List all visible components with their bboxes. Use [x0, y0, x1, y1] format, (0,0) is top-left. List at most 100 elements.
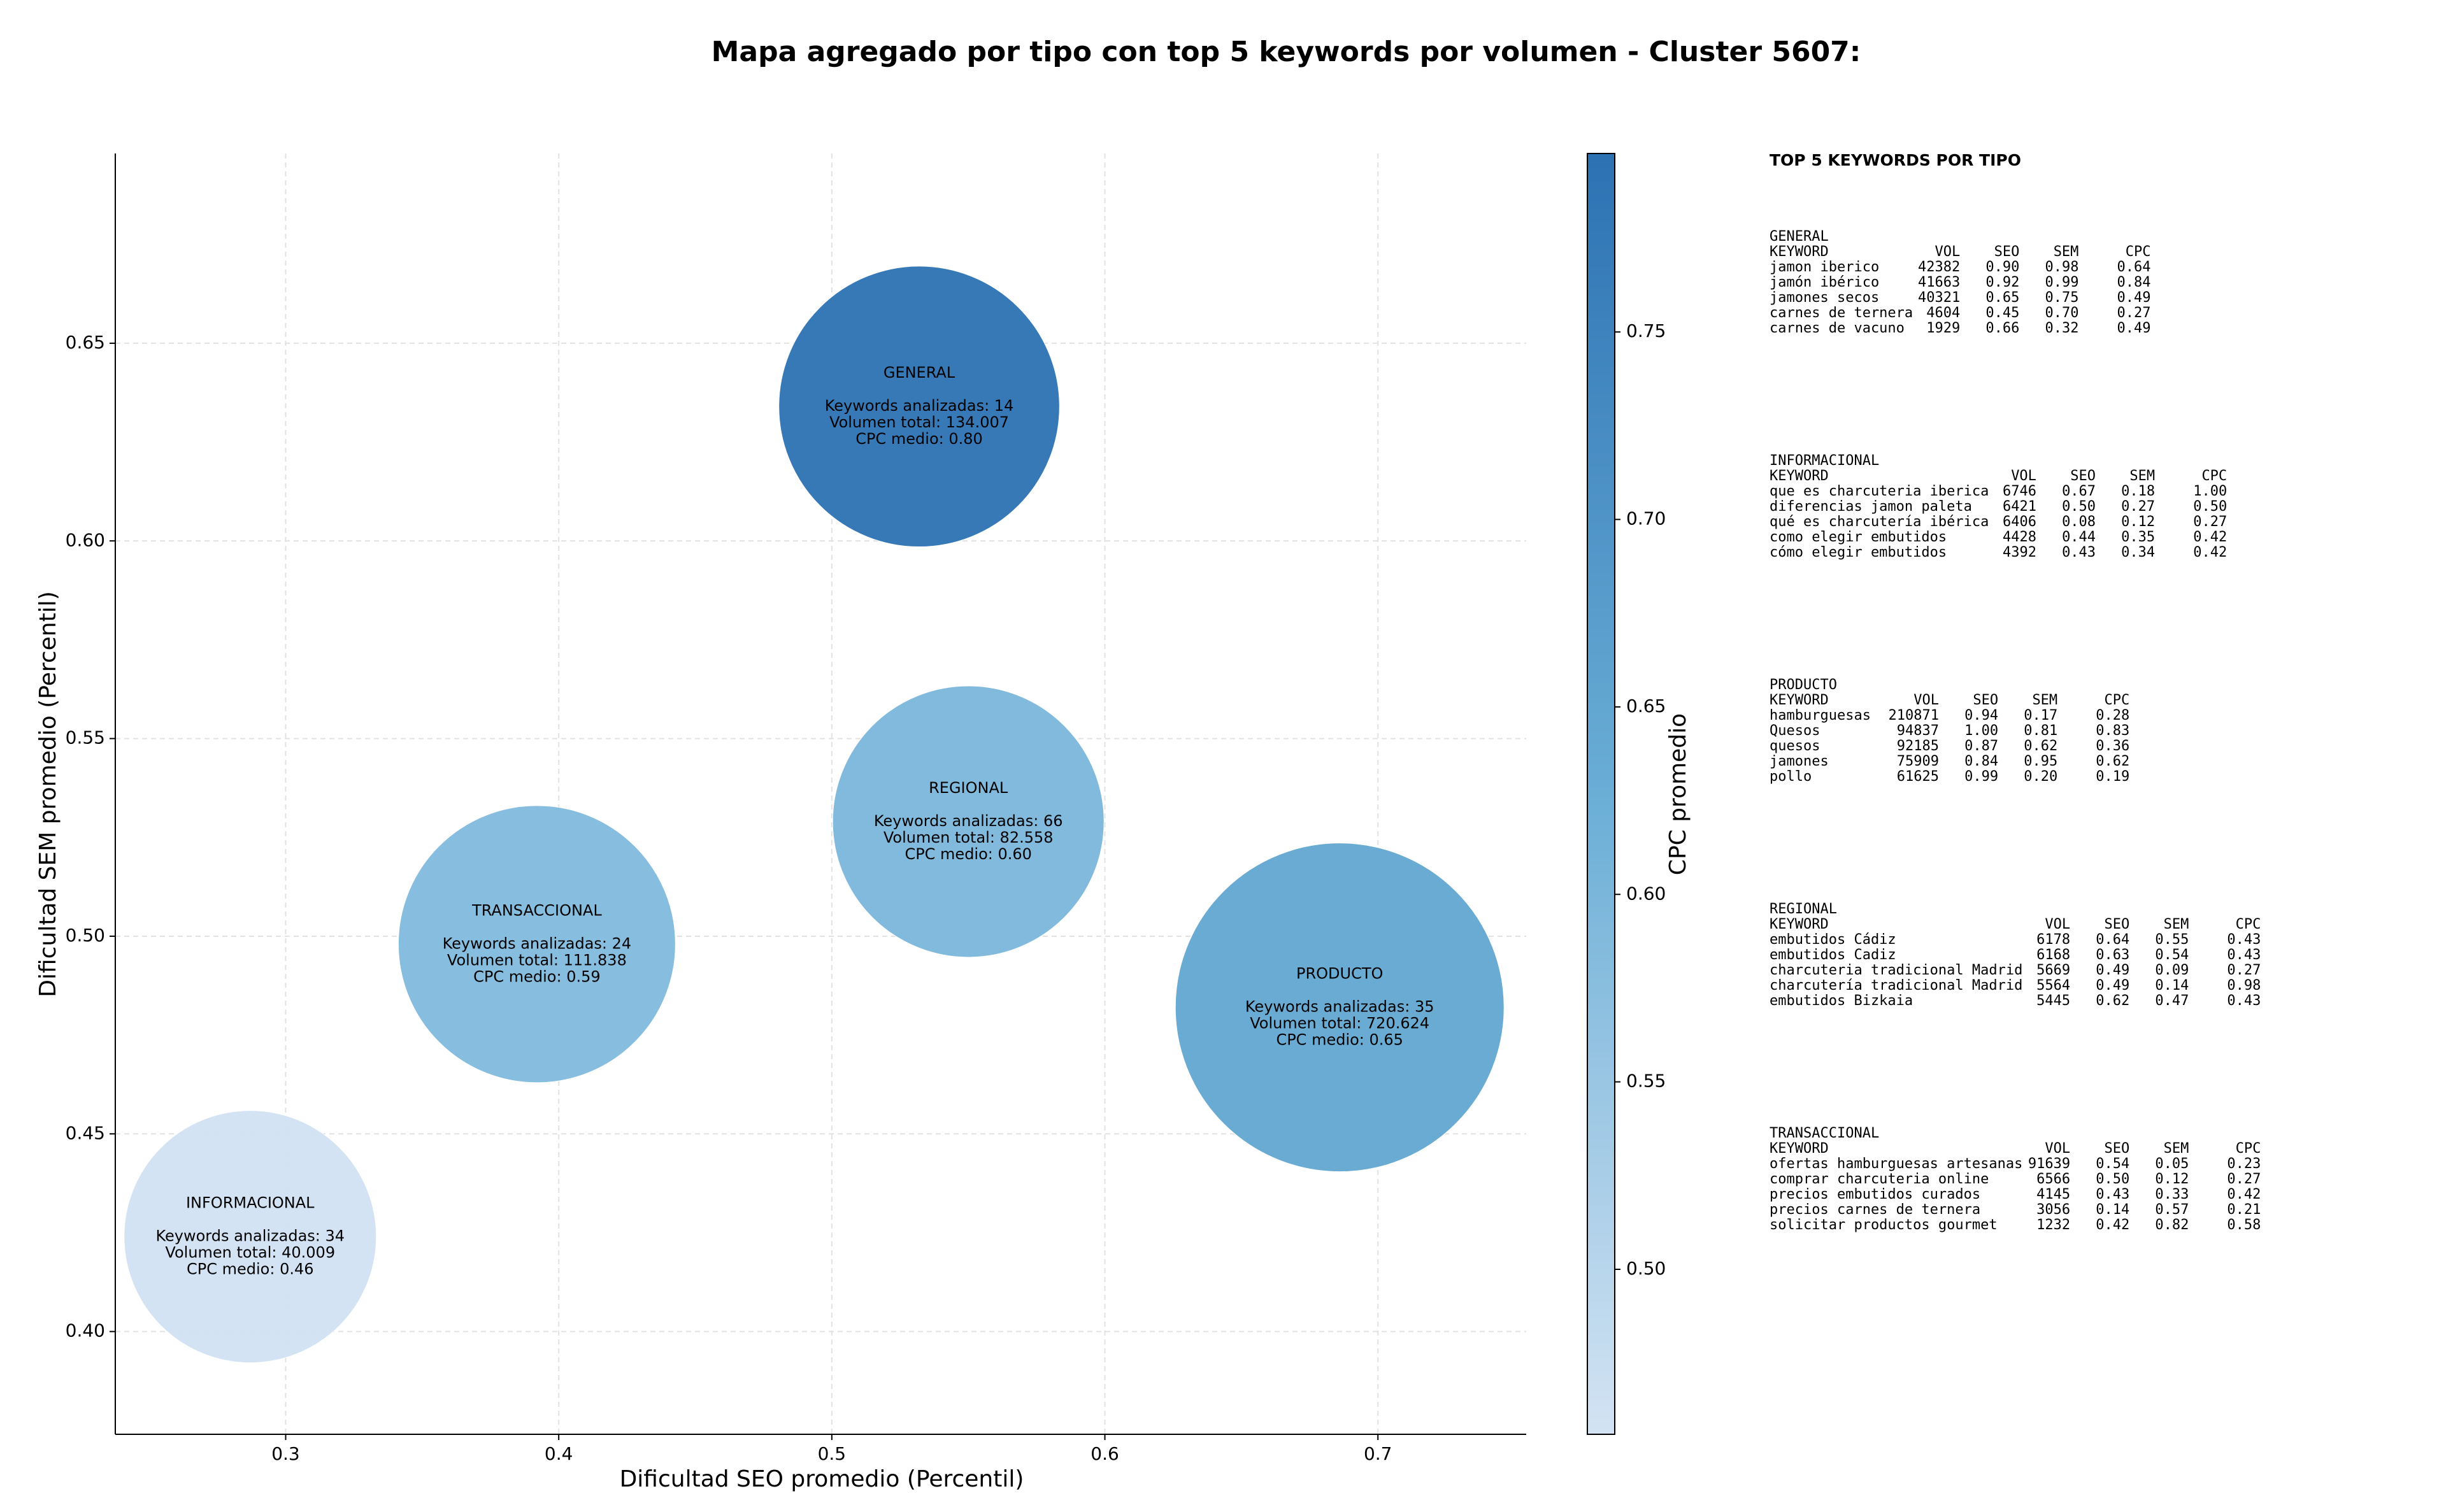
table-cell: 0.28 — [2096, 708, 2129, 724]
keyword: KEYWORD — [1770, 1141, 1829, 1157]
bubble-annotation: CPC medio: 0.46 — [187, 1260, 314, 1278]
bubble-annotation: Volumen total: 720.624 — [1250, 1015, 1429, 1032]
keyword: precios carnes de ternera — [1770, 1202, 1980, 1218]
table-cell: CPC — [2236, 1141, 2261, 1157]
table-cell: 0.57 — [2155, 1202, 2189, 1218]
table-cell: 0.50 — [2062, 499, 2096, 515]
bubble-annotation: Keywords analizadas: 14 — [825, 397, 1014, 415]
colorbar-label: CPC promedio — [1665, 713, 1691, 875]
x-tick-label: 0.4 — [545, 1443, 573, 1464]
table-cell: 0.75 — [2045, 290, 2078, 306]
table-cell: 6406 — [2003, 514, 2036, 530]
keyword: jamon iberico — [1770, 259, 1879, 275]
table-cell: VOL — [2045, 916, 2070, 932]
table-cell: SEO — [1973, 692, 1998, 708]
table-cell: 5564 — [2036, 978, 2070, 994]
bubble-annotation: Volumen total: 134.007 — [829, 413, 1009, 431]
bubble-annotation: Keywords analizadas: 24 — [443, 934, 632, 952]
bubble-annotation: CPC medio: 0.65 — [1276, 1031, 1403, 1049]
table-cell: 0.94 — [1964, 708, 1998, 724]
table-cell: 0.08 — [2062, 514, 2096, 530]
table-cell: 0.90 — [1985, 259, 2019, 275]
table-cell: 0.95 — [2024, 753, 2057, 769]
y-axis-label: Dificultad SEM promedio (Percentil) — [35, 591, 61, 997]
bubble-annotation: Keywords analizadas: 66 — [874, 812, 1063, 830]
chart-title: Mapa agregado por tipo con top 5 keyword… — [712, 36, 1861, 68]
table-cell: 0.63 — [2096, 947, 2129, 963]
bubble-label: TRANSACCIONAL — [471, 901, 602, 919]
table-cell: SEM — [2164, 916, 2189, 932]
keyword: cómo elegir embutidos — [1770, 545, 1947, 560]
table-cell: 0.99 — [1964, 769, 1998, 785]
table-cell: 0.62 — [2024, 738, 2057, 754]
table-cell: 0.42 — [2193, 545, 2227, 560]
bubble-label: PRODUCTO — [1296, 965, 1383, 983]
table-cell: 0.19 — [2096, 769, 2129, 785]
table-cell: 6168 — [2036, 947, 2070, 963]
table-cell: 0.27 — [2193, 514, 2227, 530]
keyword: precios embutidos curados — [1770, 1187, 1980, 1202]
colorbar-tick-label: 0.60 — [1626, 883, 1666, 904]
table-cell: 0.42 — [2227, 1187, 2261, 1202]
table-cell: 0.62 — [2096, 993, 2129, 1009]
keyword: comprar charcuteria online — [1770, 1171, 1989, 1187]
table-cell: 0.34 — [2121, 545, 2155, 560]
table-cell: 0.09 — [2155, 962, 2189, 978]
bubble-label: REGIONAL — [929, 779, 1008, 797]
keyword: pollo — [1770, 769, 1812, 785]
table-cell: SEO — [1994, 244, 2020, 260]
table-cell: 42382 — [1918, 259, 1960, 275]
colorbar-tick-label: 0.65 — [1626, 695, 1666, 717]
table-cell: 92185 — [1897, 738, 1939, 754]
table-cell: 0.54 — [2096, 1156, 2129, 1172]
keyword: KEYWORD — [1770, 916, 1829, 932]
table-cell: 0.50 — [2193, 499, 2227, 515]
keyword: carnes de ternera — [1770, 305, 1913, 321]
table-cell: SEM — [2054, 244, 2079, 260]
y-tick-label: 0.45 — [66, 1122, 105, 1143]
group-name: REGIONAL — [1770, 901, 1837, 917]
keyword: jamones — [1770, 753, 1829, 769]
table-cell: 0.58 — [2227, 1217, 2261, 1233]
table-cell: 1.00 — [1964, 723, 1998, 739]
table-cell: SEO — [2105, 1141, 2130, 1157]
table-cell: 0.12 — [2121, 514, 2155, 530]
table-cell: 210871 — [1889, 708, 1939, 724]
colorbar — [1587, 153, 1615, 1435]
keyword: embutidos Cadiz — [1770, 947, 1896, 963]
table-cell: 61625 — [1897, 769, 1939, 785]
table-cell: 0.18 — [2121, 483, 2155, 499]
keyword: hamburguesas — [1770, 708, 1871, 724]
table-cell: 0.43 — [2227, 947, 2261, 963]
group-name: INFORMACIONAL — [1770, 453, 1879, 469]
keyword: quesos — [1770, 738, 1820, 754]
table-cell: 0.42 — [2193, 529, 2227, 545]
colorbar-tick-label: 0.55 — [1626, 1071, 1666, 1092]
keyword: KEYWORD — [1770, 244, 1829, 260]
table-cell: SEM — [2164, 1141, 2189, 1157]
table-cell: 0.66 — [1985, 320, 2019, 336]
table-cell: 1929 — [1926, 320, 1960, 336]
table-cell: 0.50 — [2096, 1171, 2129, 1187]
bubble-annotation: Keywords analizadas: 34 — [155, 1227, 345, 1245]
table-cell: 0.64 — [2117, 259, 2151, 275]
table-cell: 0.49 — [2117, 290, 2151, 306]
table-cell: 5669 — [2036, 962, 2070, 978]
table-cell: 0.98 — [2045, 259, 2078, 275]
table-cell: 5445 — [2036, 993, 2070, 1009]
table-cell: 0.44 — [2062, 529, 2096, 545]
table-cell: 0.27 — [2227, 1171, 2261, 1187]
table-cell: 3056 — [2036, 1202, 2070, 1218]
keyword: KEYWORD — [1770, 468, 1829, 484]
table-cell: 0.92 — [1985, 275, 2019, 290]
table-cell: 0.27 — [2117, 305, 2151, 321]
table-cell: 0.65 — [1985, 290, 2019, 306]
bubble — [397, 805, 676, 1083]
table-cell: 0.42 — [2096, 1217, 2129, 1233]
table-cell: 0.43 — [2062, 545, 2096, 560]
bubble-label: GENERAL — [883, 364, 955, 382]
y-tick-label: 0.65 — [66, 332, 105, 353]
keyword: KEYWORD — [1770, 692, 1829, 708]
table-cell: 0.49 — [2096, 962, 2129, 978]
keyword: Quesos — [1770, 723, 1820, 739]
